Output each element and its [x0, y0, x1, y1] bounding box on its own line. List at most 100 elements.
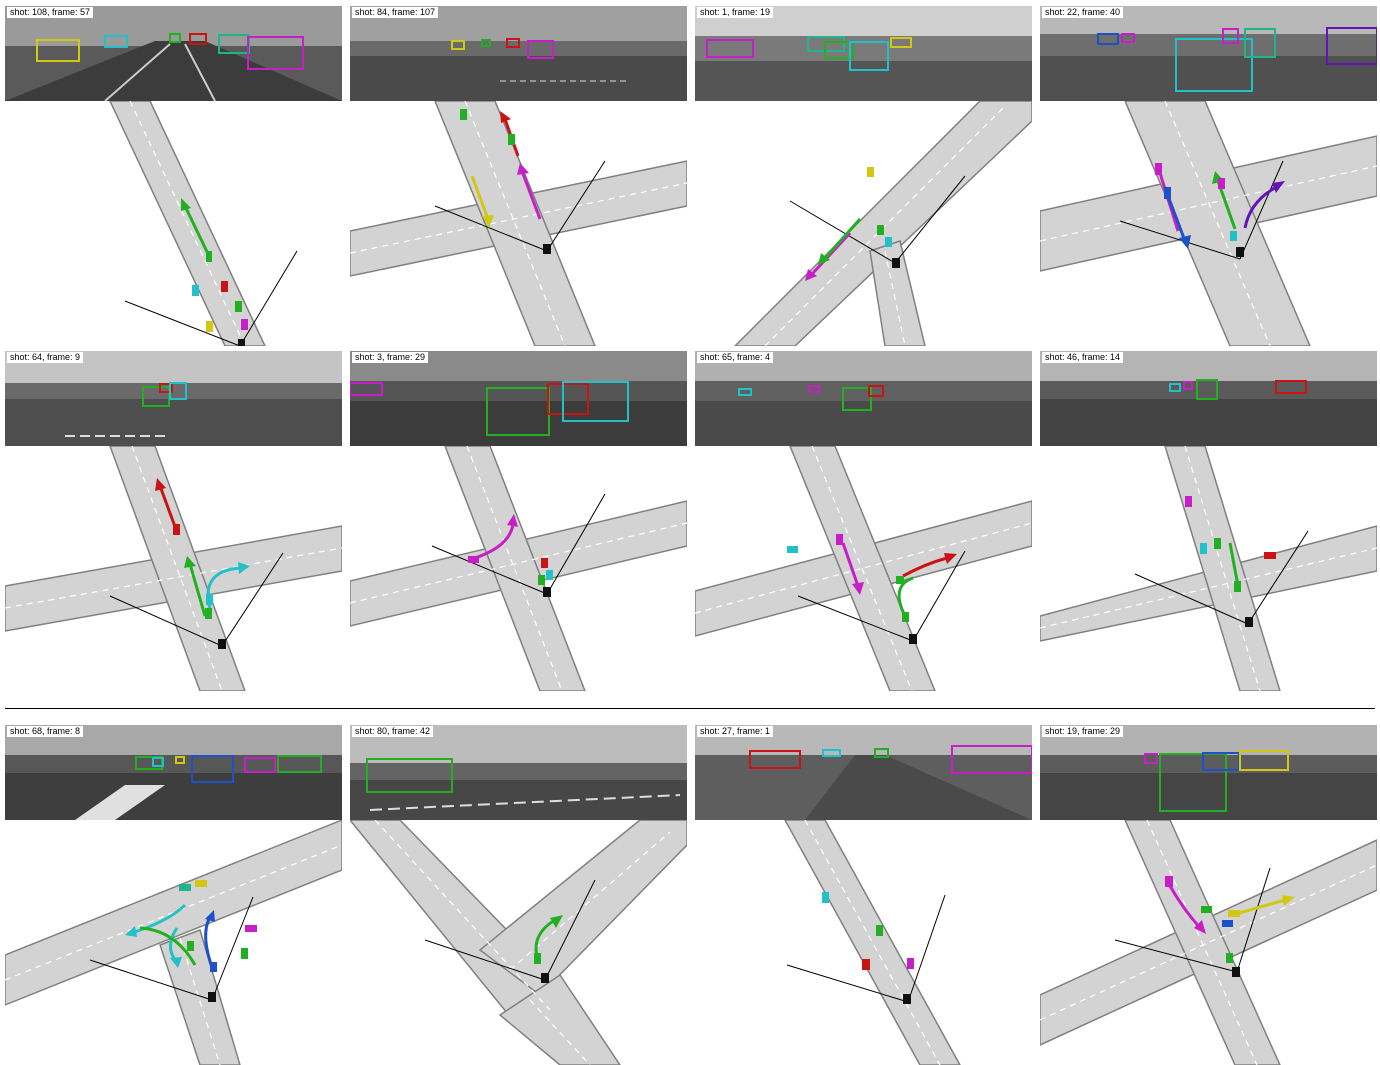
vehicle [206, 594, 213, 605]
vehicle [1164, 187, 1171, 199]
vehicle [862, 959, 870, 970]
vehicle [885, 237, 892, 247]
vehicle [541, 558, 548, 568]
panel-caption: shot: 46, frame: 14 [1042, 352, 1124, 363]
detection-box [481, 39, 491, 47]
panel-caption: shot: 68, frame: 8 [7, 726, 84, 737]
vehicle [245, 925, 257, 932]
section-divider [5, 708, 1375, 709]
vehicle [538, 575, 545, 585]
vehicle [235, 301, 242, 312]
detection-box [849, 41, 889, 71]
vehicle [1222, 920, 1233, 927]
vehicle [534, 953, 541, 964]
camera-image: shot: 84, frame: 107 [350, 6, 687, 101]
detection-box [36, 39, 80, 62]
ego-vehicle [892, 258, 900, 268]
bird-eye-map [5, 820, 342, 1065]
ego-vehicle [909, 634, 917, 644]
vehicle [836, 534, 843, 545]
detection-box [1239, 750, 1289, 771]
detection-box [104, 35, 128, 48]
detection-box [1196, 379, 1218, 400]
panel-caption: shot: 80, frame: 42 [352, 726, 434, 737]
camera-image: shot: 27, frame: 1 [695, 725, 1032, 820]
detection-box [951, 745, 1032, 774]
detection-box [1326, 27, 1377, 65]
bird-eye-map [5, 101, 342, 346]
vehicle [508, 134, 515, 145]
vehicle [1165, 876, 1173, 887]
detection-box [842, 387, 872, 411]
detection-box [738, 388, 752, 396]
bird-eye-map [695, 101, 1032, 346]
vehicle [179, 884, 191, 891]
panel-caption: shot: 27, frame: 1 [697, 726, 774, 737]
camera-image: shot: 68, frame: 8 [5, 725, 342, 820]
vehicle [1264, 552, 1276, 559]
vehicle [195, 880, 207, 887]
camera-image: shot: 3, frame: 29 [350, 351, 687, 446]
vehicle [192, 285, 199, 296]
vehicle [1155, 163, 1162, 175]
vehicle [1234, 581, 1241, 592]
vehicle [546, 570, 553, 580]
vehicle [1226, 953, 1233, 963]
detection-box [191, 755, 234, 783]
ego-vehicle [543, 244, 551, 254]
vehicle [907, 958, 914, 969]
detection-box [169, 382, 187, 400]
panel-caption: shot: 108, frame: 57 [7, 7, 94, 18]
ego-vehicle [541, 973, 549, 983]
bird-eye-map [350, 820, 687, 1065]
camera-image: shot: 64, frame: 9 [5, 351, 342, 446]
detection-box [451, 40, 465, 50]
vehicle [187, 941, 194, 951]
detection-box [1121, 33, 1135, 43]
detection-box [244, 757, 276, 773]
vehicle [206, 321, 213, 332]
camera-image: shot: 1, frame: 19 [695, 6, 1032, 101]
vehicle [867, 167, 874, 177]
bird-eye-map [350, 101, 687, 346]
detection-box [152, 757, 164, 767]
detection-box [562, 381, 629, 422]
vehicle [1200, 543, 1207, 554]
panel-caption: shot: 22, frame: 40 [1042, 7, 1124, 18]
vehicle [1214, 538, 1221, 549]
vehicle [241, 948, 248, 959]
detection-box [1169, 383, 1181, 392]
bird-eye-map [350, 446, 687, 691]
camera-image: shot: 22, frame: 40 [1040, 6, 1377, 101]
bird-eye-map [695, 446, 1032, 691]
panel-caption: shot: 3, frame: 29 [352, 352, 429, 363]
vehicle [1228, 910, 1240, 917]
detection-box [1222, 28, 1239, 44]
detection-box [547, 383, 589, 415]
bird-eye-map [695, 820, 1032, 1065]
vehicle [1201, 906, 1212, 913]
detection-box [1159, 753, 1227, 812]
detection-box [1183, 381, 1193, 390]
vehicle [206, 251, 212, 262]
detection-box [1175, 38, 1253, 92]
panel-caption: shot: 84, frame: 107 [352, 7, 439, 18]
vehicle [877, 225, 884, 235]
detection-box [749, 750, 801, 769]
ego-vehicle [238, 339, 245, 346]
detection-box [1097, 33, 1119, 45]
detection-box [350, 382, 383, 396]
detection-box [366, 758, 453, 793]
detection-box [1275, 380, 1307, 394]
vehicle [205, 608, 212, 619]
detection-box [247, 36, 304, 70]
ego-vehicle [903, 994, 911, 1004]
detection-box [706, 39, 754, 58]
vehicle [468, 556, 479, 563]
vehicle [460, 109, 467, 120]
ego-vehicle [208, 992, 216, 1002]
camera-image: shot: 108, frame: 57 [5, 6, 342, 101]
vehicle [1218, 178, 1225, 189]
bird-eye-map [1040, 820, 1377, 1065]
panel-caption: shot: 65, frame: 4 [697, 352, 774, 363]
